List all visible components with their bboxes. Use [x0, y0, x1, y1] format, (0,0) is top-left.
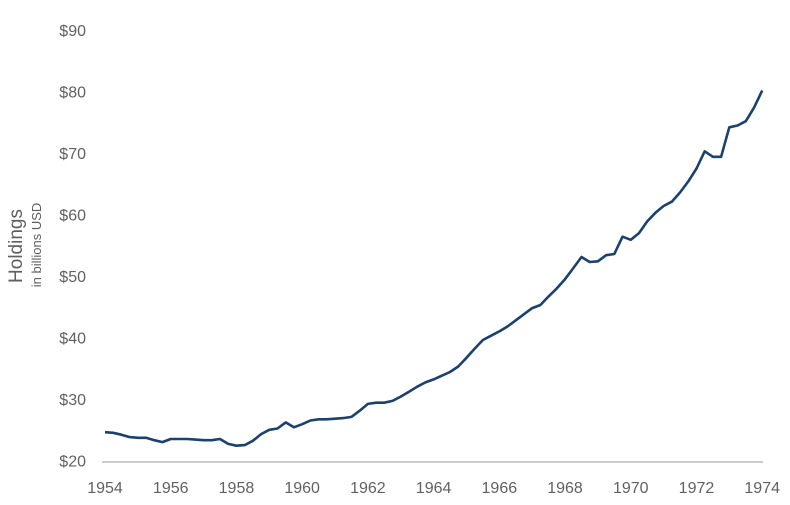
x-tick-label: 1960 — [284, 480, 320, 497]
y-tick-label: $50 — [59, 269, 86, 286]
y-tick-label: $90 — [59, 23, 86, 40]
x-tick-label: 1962 — [350, 480, 386, 497]
x-tick-label: 1966 — [482, 480, 518, 497]
y-tick-label: $80 — [59, 85, 86, 102]
holdings-series-line — [104, 89, 764, 448]
y-tick-label: $70 — [59, 146, 86, 163]
y-tick-label: $30 — [59, 392, 86, 409]
x-tick-label: 1954 — [87, 480, 123, 497]
x-tick-label: 1958 — [219, 480, 255, 497]
y-tick-label: $40 — [59, 331, 86, 348]
y-axis-title-main: Holdings — [6, 209, 27, 283]
x-tick-label: 1972 — [679, 480, 715, 497]
x-tick-label: 1974 — [744, 480, 780, 497]
x-tick-label: 1968 — [547, 480, 583, 497]
x-tick-label: 1956 — [153, 480, 189, 497]
x-tick-label: 1964 — [416, 480, 452, 497]
y-tick-label: $60 — [59, 208, 86, 225]
y-tick-label: $20 — [59, 454, 86, 471]
x-tick-label: 1970 — [613, 480, 649, 497]
y-axis-title-sub: in billions USD — [29, 203, 44, 288]
